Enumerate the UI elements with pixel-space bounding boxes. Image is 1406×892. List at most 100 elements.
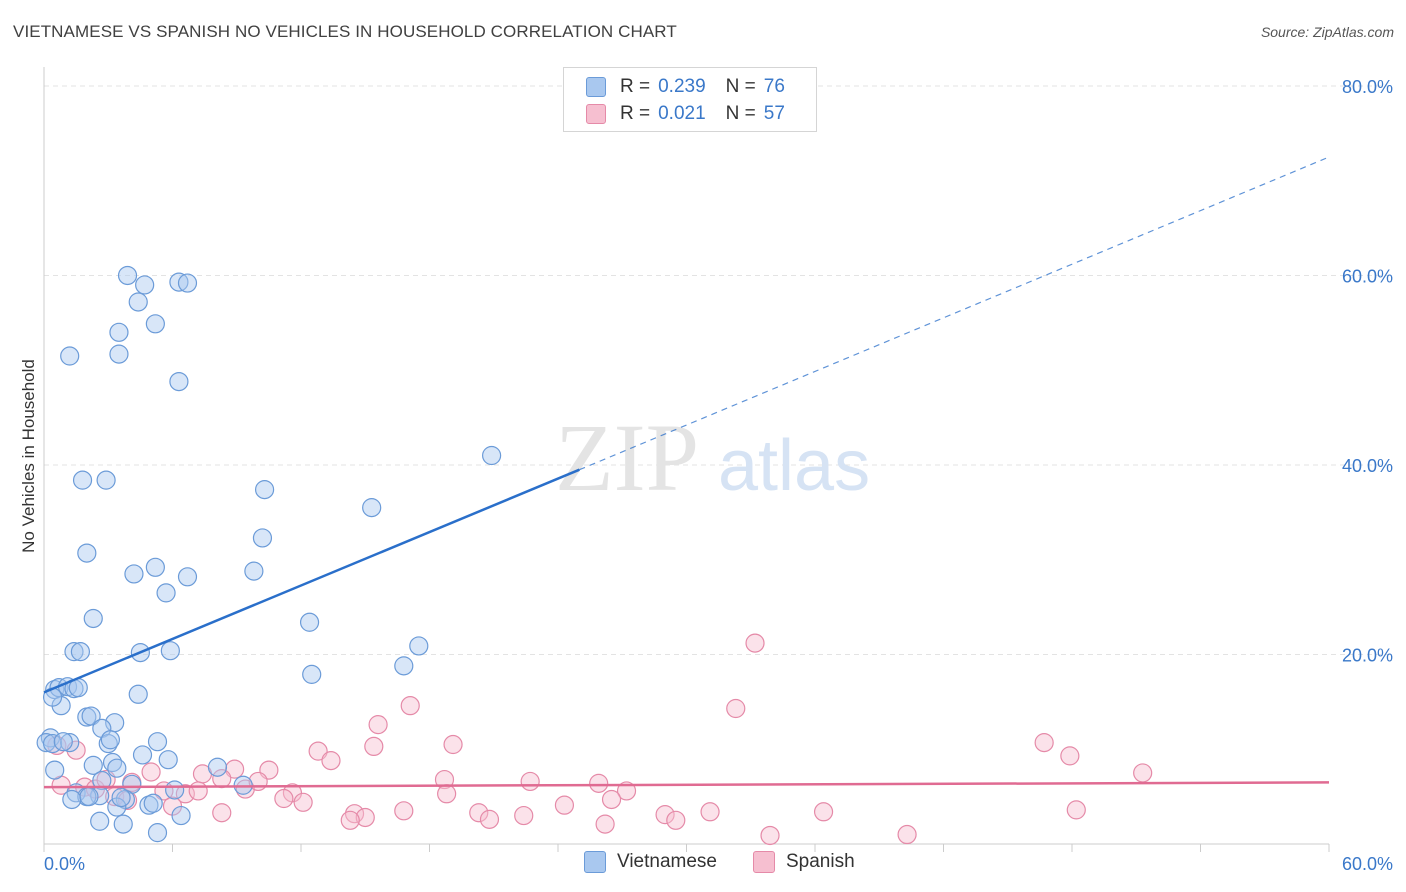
spanish-point (1133, 763, 1153, 783)
axes (43, 67, 1330, 852)
vietnamese-point (70, 642, 91, 662)
legend-n-label: N = (725, 76, 756, 97)
spanish-point (1066, 800, 1086, 820)
spanish-point (355, 807, 375, 828)
vietnamese-point (169, 371, 189, 392)
vietnamese-point (177, 567, 198, 587)
vietnamese-point (362, 498, 382, 518)
vietnamese-point (111, 787, 131, 808)
spanish-point (340, 810, 360, 830)
vietnamese-point (158, 750, 178, 770)
vietnamese-point (132, 745, 153, 765)
spanish-point (141, 762, 161, 782)
vietnamese-point (177, 273, 198, 293)
spanish-point (813, 802, 834, 822)
vietnamese-point (72, 470, 93, 490)
vietnamese-point (147, 823, 168, 843)
vietnamese-point (252, 528, 273, 548)
spanish-point (274, 788, 294, 809)
vietnamese-point (143, 793, 163, 813)
vietnamese-point (109, 344, 129, 364)
spanish-point (434, 769, 455, 790)
legend: R = 0.239 N = 76 R = 0.021 N = 57 (563, 67, 817, 132)
vietnamese-point (81, 706, 101, 726)
spanish-point (188, 781, 208, 801)
vietnamese-point (302, 664, 322, 684)
spanish-point (1034, 733, 1054, 753)
spanish-swatch (753, 851, 775, 873)
vietnamese-swatch (586, 77, 606, 97)
vietnamese-point (45, 760, 65, 780)
spanish-points (47, 633, 1153, 846)
spanish-point (589, 773, 609, 793)
vietnamese-point (160, 641, 180, 661)
vietnamese-point (394, 656, 414, 676)
spanish-point (601, 789, 622, 810)
legend-n-label: N = (725, 103, 756, 124)
x-tick-label: 0.0% (44, 854, 85, 874)
vietnamese-point (254, 480, 275, 500)
legend-r-value: 0.239 (658, 76, 706, 97)
vietnamese-swatch (584, 851, 606, 873)
spanish-point (726, 698, 746, 719)
spanish-point (225, 759, 245, 779)
legend-r-label: R = (620, 76, 651, 97)
spanish-point (700, 802, 720, 822)
vietnamese-point (60, 346, 80, 366)
spanish-point (514, 805, 534, 826)
vietnamese-point (145, 557, 165, 577)
spanish-point (595, 814, 615, 834)
legend-row-spanish: R = 0.021 N = 57 (586, 102, 785, 126)
spanish-point (897, 824, 917, 845)
vietnamese-point (77, 543, 97, 563)
vietnamese-point (207, 757, 228, 777)
spanish-point (400, 696, 420, 716)
vietnamese-point (156, 583, 176, 603)
y-tick-label: 80.0% (1342, 77, 1393, 97)
watermark-zip: ZIP (555, 404, 699, 511)
vietnamese-point (36, 733, 56, 753)
vietnamese-point (128, 292, 148, 312)
vietnamese-point (107, 797, 127, 817)
y-tick-label: 20.0% (1342, 645, 1393, 665)
vietnamese-point (244, 561, 264, 581)
series-legend: Vietnamese Spanish (0, 851, 1406, 877)
spanish-point (616, 781, 637, 801)
legend-row-vietnamese: R = 0.239 N = 76 (586, 75, 785, 99)
vietnamese-points (36, 265, 502, 843)
legend-item-label: Vietnamese (617, 851, 717, 872)
vietnamese-point (128, 684, 148, 704)
spanish-point (479, 809, 500, 829)
vietnamese-point (64, 642, 84, 662)
legend-item-vietnamese[interactable]: Vietnamese (584, 851, 717, 873)
spanish-point (212, 803, 232, 823)
legend-n-value: 57 (763, 103, 785, 124)
legend-item-spanish[interactable]: Spanish (753, 851, 855, 873)
vietnamese-point (165, 780, 185, 800)
spanish-point (760, 825, 780, 846)
spanish-point (293, 792, 313, 812)
spanish-point (364, 736, 384, 757)
spanish-point (655, 805, 675, 825)
y-axis-label: No Vehicles in Household (19, 359, 38, 553)
spanish-point (321, 751, 341, 771)
spanish-point (308, 741, 328, 761)
vietnamese-trend-line (43, 468, 580, 694)
spanish-trend-line (43, 781, 1330, 789)
spanish-point (394, 801, 414, 821)
chart-title: VIETNAMESE VS SPANISH NO VEHICLES IN HOU… (13, 22, 677, 41)
watermark-atlas: atlas (718, 426, 870, 506)
legend-n-value: 76 (763, 76, 785, 97)
legend-item-label: Spanish (786, 851, 855, 872)
spanish-point (1060, 746, 1080, 766)
vietnamese-point (90, 811, 110, 831)
source-label: Source: ZipAtlas.com (1260, 24, 1394, 40)
vietnamese-point (62, 789, 82, 810)
spanish-point (520, 771, 540, 792)
vietnamese-point (100, 730, 120, 750)
spanish-point (443, 734, 463, 755)
spanish-point (368, 715, 388, 735)
spanish-point (437, 784, 457, 804)
x-tick-label: 60.0% (1342, 854, 1393, 874)
